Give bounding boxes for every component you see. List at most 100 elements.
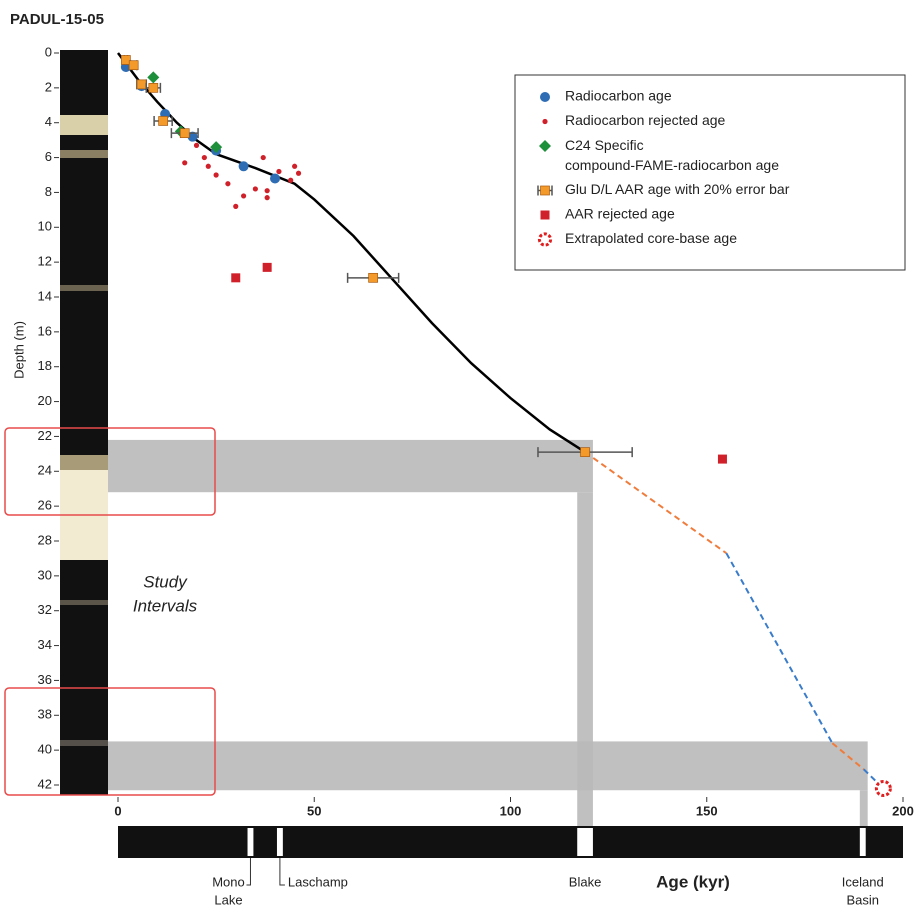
- timeline: Mono Lake Laschamp Blake Iceland Basin: [118, 826, 903, 907]
- annotation: Study: [143, 572, 188, 591]
- core-layer: [60, 150, 108, 158]
- y-tick-label: 10: [38, 219, 52, 234]
- y-tick-label: 14: [38, 288, 52, 303]
- legend-marker: [539, 140, 551, 152]
- rejected-point: [241, 193, 247, 199]
- y-tick-label: 0: [45, 44, 52, 59]
- rejected-point: [252, 186, 258, 192]
- y-tick-label: 18: [38, 358, 52, 373]
- aar-point: [128, 60, 139, 71]
- aar-point: [120, 55, 131, 65]
- y-tick-label: 36: [38, 672, 52, 687]
- y-tick-label: 34: [38, 637, 52, 652]
- radiocarbon-point: [238, 161, 249, 172]
- rejected-point: [193, 142, 200, 148]
- event-gap: [276, 828, 283, 856]
- y-tick-label: 12: [38, 254, 52, 269]
- x-tick-label: 50: [307, 803, 321, 818]
- event-pointer: [279, 858, 285, 886]
- core-layer: [60, 600, 108, 605]
- core-column: [60, 50, 108, 795]
- rejected-point: [295, 170, 302, 176]
- x-axis-label: Age (kyr): [656, 872, 730, 891]
- y-tick-label: 32: [38, 602, 52, 617]
- y-tick-label: 2: [45, 79, 52, 94]
- chart-title: PADUL-15-05: [10, 11, 104, 28]
- aar-rejected-point: [231, 273, 241, 283]
- y-tick-label: 8: [45, 184, 52, 199]
- legend-label: Radiocarbon rejected age: [565, 112, 726, 128]
- rejected-point: [276, 168, 282, 175]
- event-label: Blake: [569, 874, 602, 889]
- y-tick-label: 26: [38, 498, 52, 513]
- c24-point: [210, 141, 223, 154]
- age-model-line: [584, 451, 727, 555]
- y-tick-label: 28: [38, 532, 52, 547]
- legend-marker: [540, 185, 550, 196]
- legend-box: [514, 74, 906, 271]
- event-label: Laschamp: [288, 874, 348, 889]
- y-tick-label: 24: [38, 463, 52, 478]
- aar-point: [148, 83, 159, 93]
- y-tick-label: 40: [38, 742, 52, 757]
- event-gap: [247, 828, 254, 856]
- y-tick-label: 6: [45, 149, 52, 164]
- y-tick-label: 38: [38, 707, 52, 722]
- interval-outline: [4, 427, 216, 516]
- timeline-bar: [118, 826, 903, 858]
- bands: [108, 439, 868, 826]
- event-gap: [577, 828, 593, 856]
- event-label: Basin: [847, 892, 880, 907]
- interval-outline: [4, 687, 216, 796]
- aar-point: [136, 79, 147, 90]
- study-band: [108, 741, 868, 791]
- age-model-line: [725, 552, 834, 744]
- legend-label: C24 Specific compound-FAME-radiocarbon ag…: [565, 137, 779, 173]
- rejected-point: [182, 160, 188, 166]
- y-tick-label: 30: [38, 567, 52, 582]
- radiocarbon-point: [270, 173, 280, 184]
- y-axis-label: Depth (m): [11, 321, 26, 379]
- rejected-point: [260, 154, 266, 161]
- core-layer: [60, 115, 108, 135]
- legend: Radiocarbon age Radiocarbon rejected age C…: [537, 88, 790, 247]
- rejected-point: [264, 195, 270, 201]
- core-layer: [60, 285, 108, 291]
- rejected-point: [288, 177, 294, 183]
- rejected-point: [201, 154, 207, 161]
- event-label: Lake: [214, 892, 242, 907]
- aar-rejected-point: [717, 454, 727, 464]
- legend-marker: [542, 118, 548, 125]
- legend-label: Radiocarbon age: [565, 88, 672, 104]
- core-layer: [60, 455, 108, 470]
- aar-rejected-point: [262, 262, 272, 272]
- y-tick-label: 16: [38, 323, 52, 338]
- x-tick-label: 150: [696, 803, 718, 818]
- event-label: Iceland: [842, 874, 884, 889]
- legend-label: AAR rejected age: [565, 206, 675, 222]
- event-gap: [859, 828, 866, 856]
- core-base-point: [874, 779, 892, 797]
- event-pointer: [246, 858, 251, 886]
- radiocarbon-point: [187, 131, 198, 142]
- aar-point: [158, 116, 168, 126]
- legend-marker: [540, 92, 550, 102]
- x-tick-label: 0: [114, 803, 121, 818]
- x-tick-label: 200: [892, 803, 914, 818]
- y-tick-label: 4: [45, 114, 52, 129]
- aar-point: [580, 447, 590, 457]
- aar-point: [179, 128, 190, 139]
- rejected-point: [264, 188, 270, 194]
- rejected-point: [233, 203, 239, 209]
- plot-area: [117, 52, 892, 797]
- c24-point: [147, 71, 160, 84]
- study-band: [108, 439, 593, 493]
- rejected-point: [213, 172, 219, 178]
- y-tick-label: 42: [38, 776, 52, 791]
- annotation: Intervals: [133, 596, 198, 615]
- study-band-vertical: [859, 790, 868, 826]
- legend-label: Extrapolated core-base age: [565, 230, 737, 246]
- y-tick-label: 20: [38, 393, 52, 408]
